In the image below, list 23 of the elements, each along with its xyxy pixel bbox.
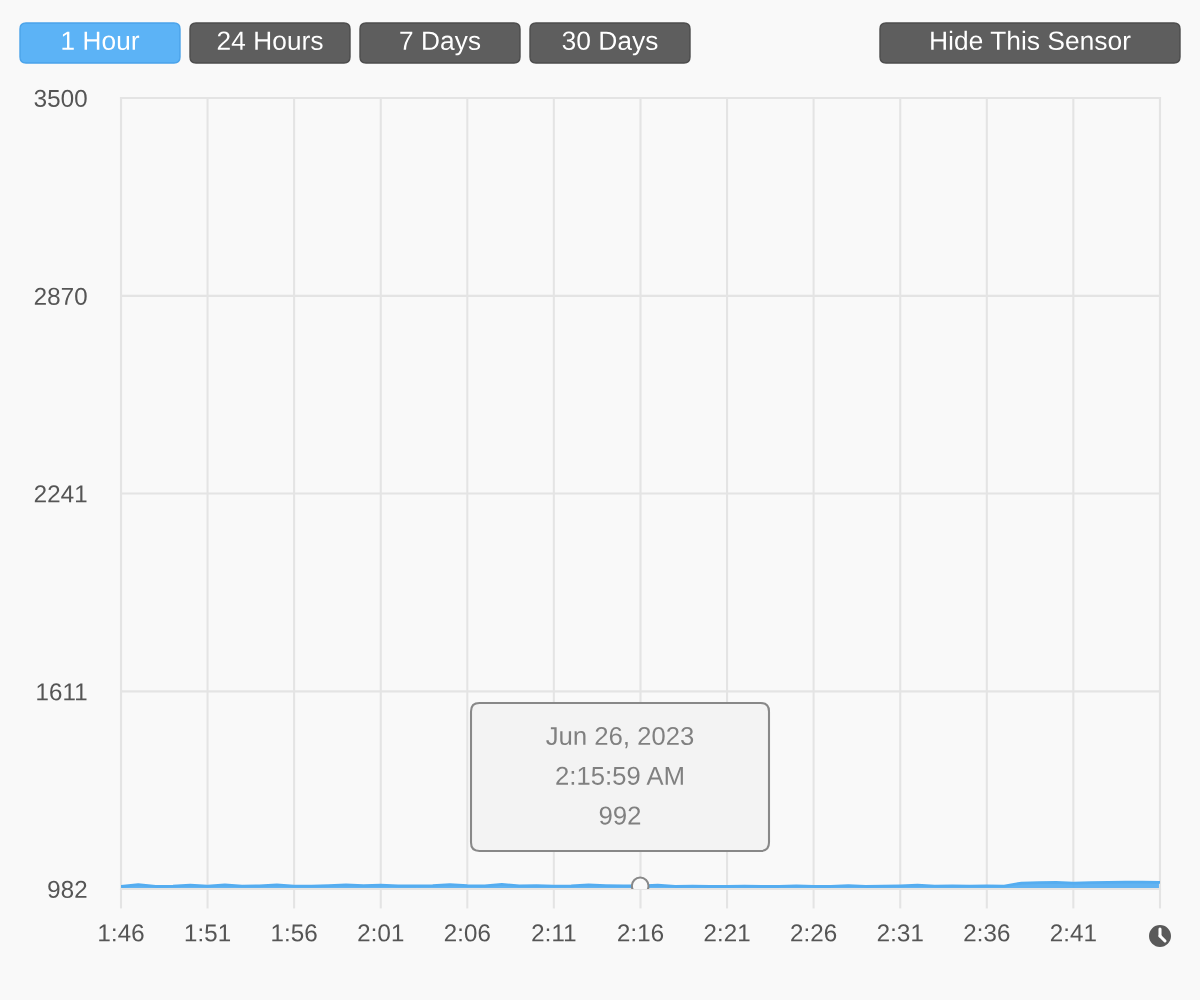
x-tick-label: 2:06 [444,924,490,942]
x-tick-label: 2:11 [532,924,576,942]
y-tick-label: 1611 [37,683,87,701]
x-tick-label: 2:26 [791,924,837,942]
x-tick-label: 1:56 [272,924,317,942]
y-tick-label: 2870 [34,287,87,305]
x-tick-label: 2:41 [1050,924,1096,942]
x-tick-label: 2:16 [618,924,664,942]
x-tick-label: 1:46 [99,924,144,942]
annotation: Jun 26, 2023 2:15:59 AM 992 [546,726,694,825]
y-tick-label: 2241 [34,485,87,503]
y-tick-label: 3500 [34,89,87,108]
text: 1 Hour [62,31,140,51]
text: Hide This Sensor [931,30,1131,51]
text: 7 Days [400,31,481,56]
x-tick-label: 2:36 [964,924,1010,942]
y-tick-label: 982 [48,880,87,899]
text: 24 Hours [217,31,323,51]
text: 30 Days [562,31,658,56]
x-tick-label: 2:01 [358,924,404,942]
x-tick-label: 1:51 [185,924,231,942]
x-tick-label: 2:21 [704,924,750,942]
x-tick-label: 2:31 [877,924,923,942]
